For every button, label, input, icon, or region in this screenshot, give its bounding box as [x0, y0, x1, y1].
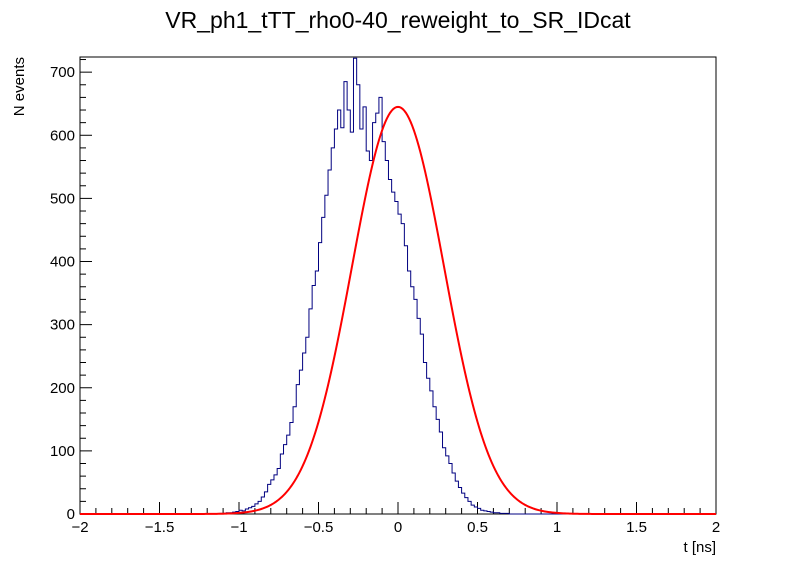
y-tick-label: 500 [50, 190, 75, 207]
x-axis-label: t [ns] [683, 539, 716, 556]
x-tick-label: −0.5 [304, 519, 334, 536]
x-tick-label: −2 [71, 519, 88, 536]
x-tick-label: 0 [394, 519, 402, 536]
y-tick-label: 400 [50, 254, 75, 271]
x-tick-label: 1.5 [626, 519, 647, 536]
y-tick-label: 0 [67, 506, 75, 523]
y-tick-label: 300 [50, 317, 75, 334]
x-tick-label: 1 [553, 519, 561, 536]
gaussian-fit-curve [80, 105, 716, 515]
y-tick-label: 100 [50, 443, 75, 460]
x-tick-label: 2 [712, 519, 720, 536]
chart-title: VR_ph1_tTT_rho0-40_reweight_to_SR_IDcat [165, 7, 631, 33]
x-axis: −2 −1.5 −1 −0.5 0 0.5 1 1.5 2 [71, 502, 720, 536]
x-tick-label: −1 [230, 519, 247, 536]
y-axis: 0 100 200 300 400 500 600 700 [50, 59, 92, 523]
y-tick-label: 700 [50, 64, 75, 81]
x-tick-label: −1.5 [145, 519, 175, 536]
y-tick-label: 600 [50, 127, 75, 144]
y-axis-label: N events [11, 57, 28, 116]
y-tick-label: 200 [50, 380, 75, 397]
x-tick-label: 0.5 [467, 519, 488, 536]
